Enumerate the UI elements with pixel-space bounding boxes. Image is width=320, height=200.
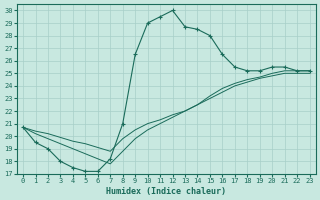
X-axis label: Humidex (Indice chaleur): Humidex (Indice chaleur) [106, 187, 226, 196]
